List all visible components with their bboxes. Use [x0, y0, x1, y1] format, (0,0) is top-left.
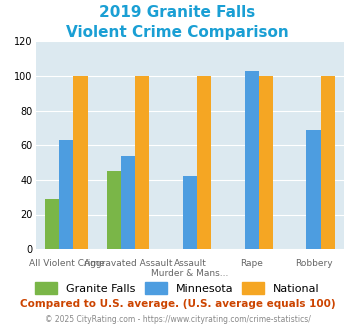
Bar: [245, 71, 259, 249]
Text: Compared to U.S. average. (U.S. average equals 100): Compared to U.S. average. (U.S. average …: [20, 299, 335, 309]
Text: 2019 Granite Falls: 2019 Granite Falls: [99, 5, 256, 20]
Bar: [45, 199, 59, 249]
Legend: Granite Falls, Minnesota, National: Granite Falls, Minnesota, National: [31, 278, 324, 298]
Text: Violent Crime Comparison: Violent Crime Comparison: [66, 25, 289, 40]
Text: © 2025 CityRating.com - https://www.cityrating.com/crime-statistics/: © 2025 CityRating.com - https://www.city…: [45, 315, 310, 324]
Text: Aggravated Assault: Aggravated Assault: [84, 259, 173, 268]
Text: Assault: Assault: [174, 259, 206, 268]
Bar: [107, 171, 121, 249]
Bar: [183, 176, 197, 249]
Bar: [73, 76, 88, 249]
Bar: [135, 76, 149, 249]
Text: Rape: Rape: [240, 259, 263, 268]
Bar: [321, 76, 335, 249]
Text: All Violent Crime: All Violent Crime: [28, 259, 104, 268]
Bar: [306, 130, 321, 249]
Bar: [197, 76, 211, 249]
Bar: [259, 76, 273, 249]
Text: Robbery: Robbery: [295, 259, 332, 268]
Text: Murder & Mans...: Murder & Mans...: [151, 269, 229, 278]
Bar: [121, 156, 135, 249]
Bar: [59, 140, 73, 249]
